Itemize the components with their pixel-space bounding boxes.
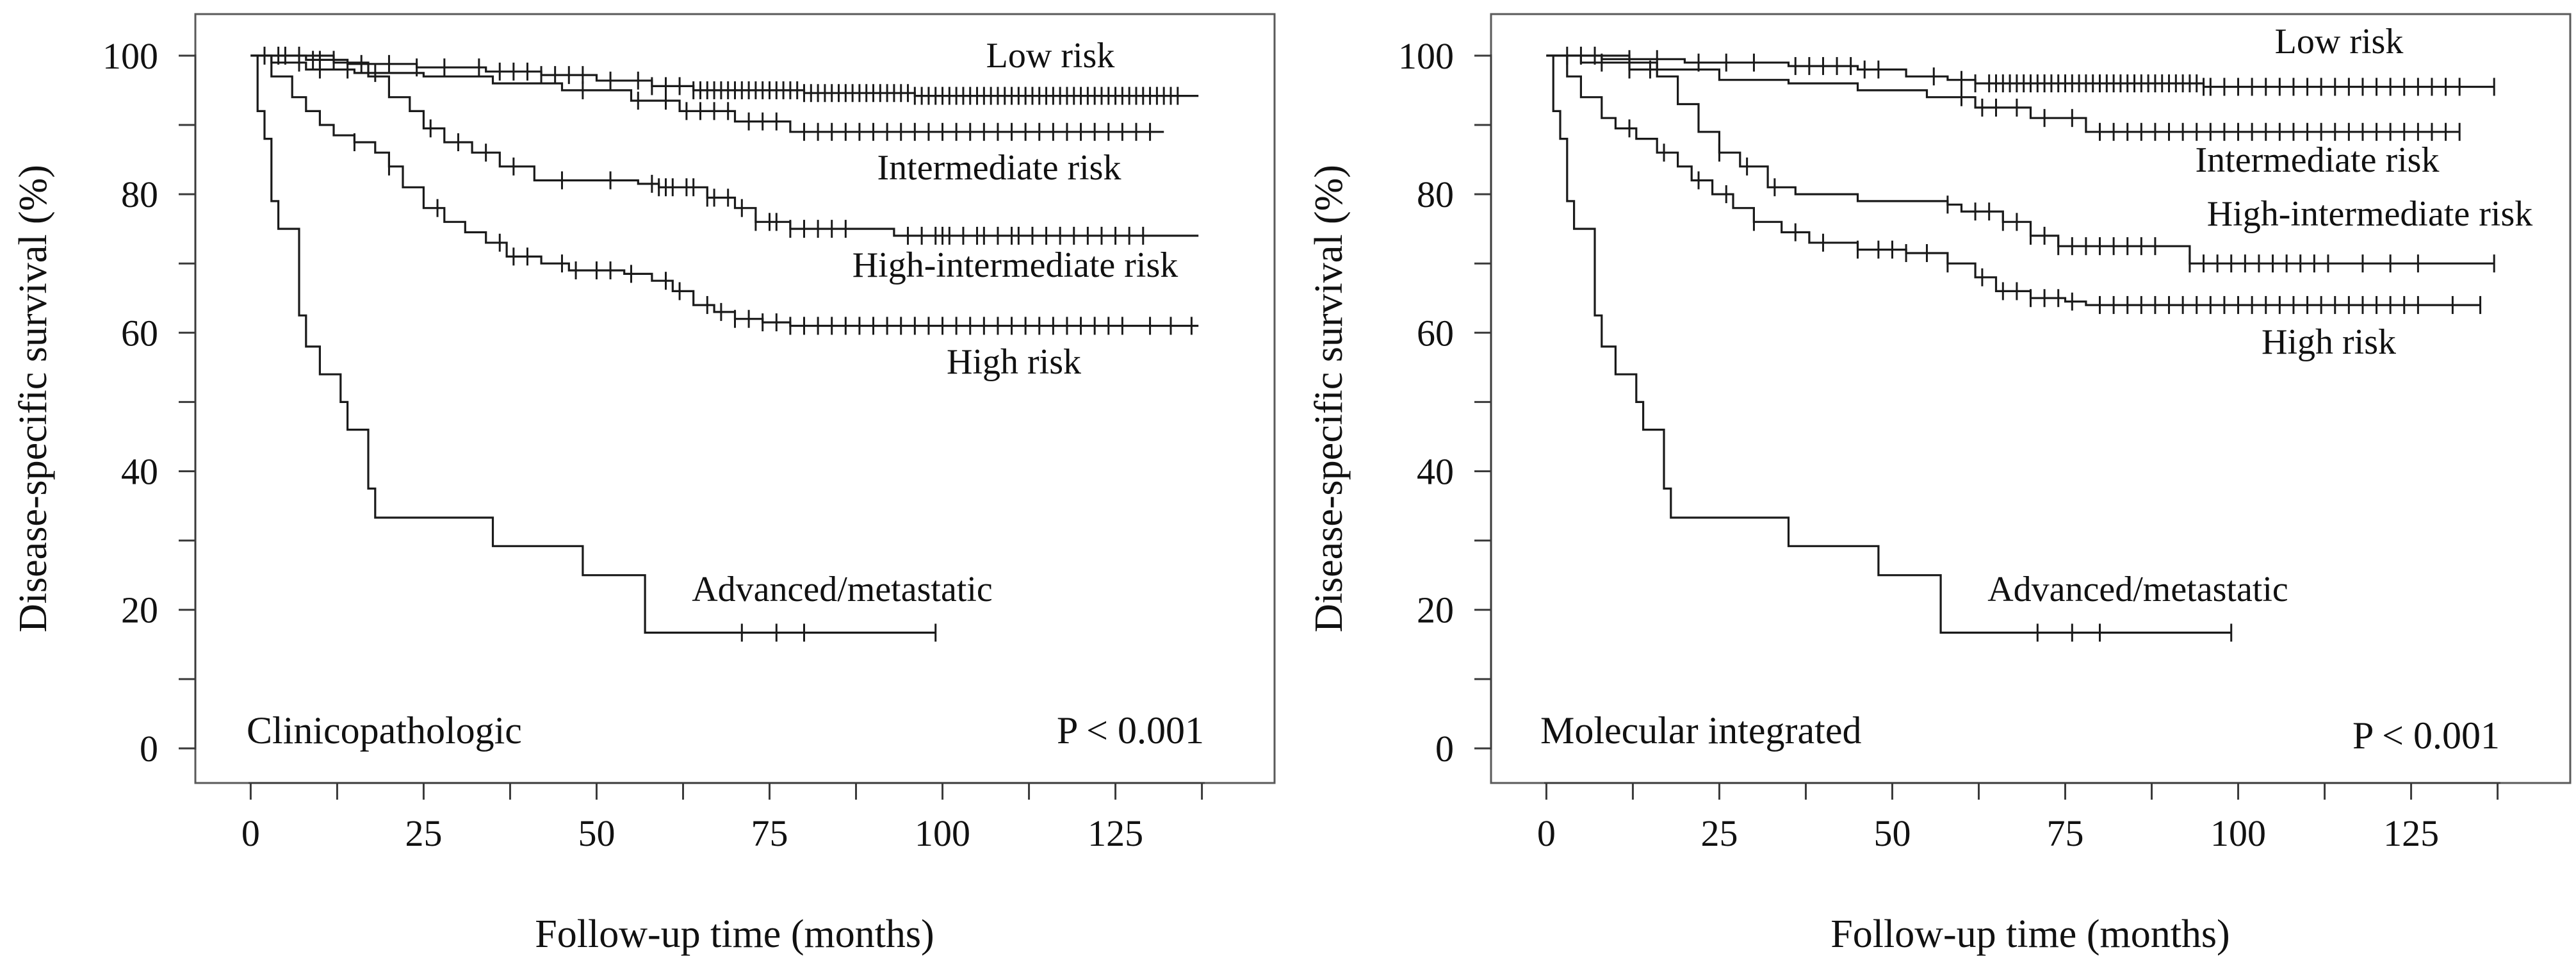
series-label-low-risk: Low risk <box>986 36 1115 76</box>
y-tick-label: 0 <box>1435 728 1454 770</box>
x-tick-label: 25 <box>405 812 442 854</box>
tick-marks <box>1474 54 2499 800</box>
km-curve-high-risk <box>1546 54 2481 306</box>
y-tick-label: 60 <box>121 312 158 354</box>
series-label-high-intermediate-risk: High-intermediate risk <box>852 245 1178 285</box>
tick-marks <box>179 54 1203 800</box>
plot-frame <box>1490 13 2572 784</box>
x-axis-title: Follow-up time (months) <box>1830 912 2230 956</box>
censor-marks <box>263 46 1193 642</box>
km-curve-advanced-metastatic <box>1546 54 2231 634</box>
x-tick-label: 50 <box>578 812 615 854</box>
panel-label: Molecular integrated <box>1540 709 1861 752</box>
x-tick-label: 0 <box>1537 812 1556 854</box>
x-axis-title: Follow-up time (months) <box>535 912 934 956</box>
x-tick-label: 25 <box>1700 812 1738 854</box>
censor-marks <box>1566 46 2495 642</box>
series-label-advanced-metastatic: Advanced/metastatic <box>1987 570 2288 609</box>
km-curve-low-risk <box>1546 54 2495 88</box>
y-tick-label: 40 <box>121 451 158 493</box>
series-label-high-risk: High risk <box>947 342 1081 382</box>
x-tick-label: 0 <box>241 812 260 854</box>
x-tick-label: 100 <box>915 812 970 854</box>
y-tick-label: 80 <box>121 174 158 215</box>
km-curve-advanced-metastatic <box>250 54 936 634</box>
series-label-intermediate-risk: Intermediate risk <box>877 148 1121 188</box>
x-tick-label: 125 <box>2383 812 2439 854</box>
y-tick-label: 80 <box>1417 174 1454 215</box>
km-panel-molecular-integrated: 0 20 40 60 80 100 0 25 50 75 100 125 Follow-up time… <box>1307 13 2572 956</box>
km-curve-high-intermediate-risk <box>250 54 1199 237</box>
x-tick-label: 75 <box>2047 812 2084 854</box>
series-label-high-risk: High risk <box>2262 322 2396 362</box>
tick-labels: 0 20 40 60 80 100 0 25 50 75 100 125 <box>1398 35 2439 854</box>
y-axis-title: Disease-specific survival (%) <box>1307 165 1351 632</box>
series-label-intermediate-risk: Intermediate risk <box>2196 140 2440 180</box>
tick-labels: 0 20 40 60 80 100 0 25 50 75 100 125 <box>102 35 1143 854</box>
series-label-low-risk: Low risk <box>2275 22 2404 62</box>
y-axis-title: Disease-specific survival (%) <box>12 165 55 632</box>
p-value: P < 0.001 <box>1057 709 1204 752</box>
km-panel-clinicopathologic: 0 20 40 60 80 100 0 25 50 75 100 125 Follow-up time… <box>12 13 1276 956</box>
series-label-advanced-metastatic: Advanced/metastatic <box>692 570 993 609</box>
panel-label: Clinicopathologic <box>247 709 522 752</box>
plot-frame <box>194 13 1276 784</box>
km-curve-intermediate-risk <box>1546 54 2460 133</box>
series-label-high-intermediate-risk: High-intermediate risk <box>2207 194 2533 234</box>
y-tick-label: 0 <box>140 728 158 770</box>
y-tick-label: 100 <box>102 35 158 77</box>
y-tick-label: 60 <box>1417 312 1454 354</box>
y-tick-label: 20 <box>1417 589 1454 631</box>
x-tick-label: 50 <box>1873 812 1911 854</box>
x-tick-label: 100 <box>2210 812 2266 854</box>
km-curve-intermediate-risk <box>250 54 1164 133</box>
x-tick-label: 125 <box>1088 812 1143 854</box>
y-tick-label: 40 <box>1417 451 1454 493</box>
y-tick-label: 20 <box>121 589 158 631</box>
x-tick-label: 75 <box>751 812 788 854</box>
km-curve-high-risk <box>250 54 1199 327</box>
p-value: P < 0.001 <box>2352 714 2500 757</box>
y-tick-label: 100 <box>1398 35 1454 77</box>
